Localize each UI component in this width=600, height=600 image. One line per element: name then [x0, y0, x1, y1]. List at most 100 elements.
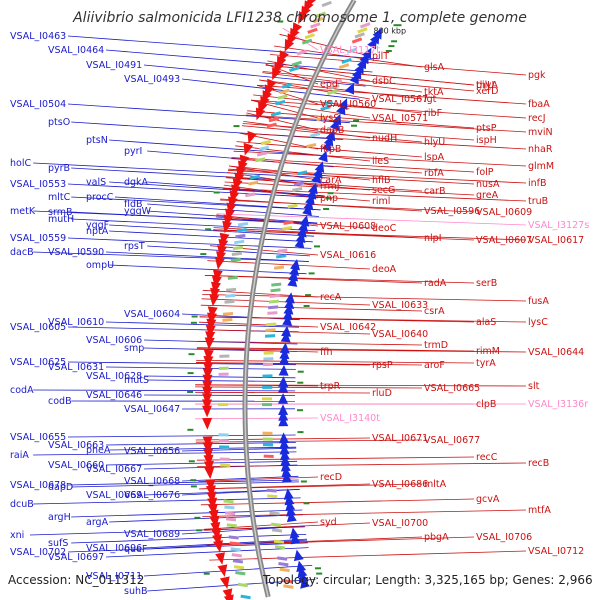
- forward-gene-arrow: [362, 47, 372, 60]
- right-gene-label: ispH: [476, 135, 497, 146]
- left-gene-label: VSAL_I0631: [48, 362, 104, 373]
- feature-block: [277, 94, 288, 100]
- feature-block: [283, 584, 294, 589]
- reverse-gene-arrow: [202, 436, 213, 449]
- right-gene-label: recJ: [528, 113, 546, 124]
- right-gene-label: lysC: [528, 317, 548, 328]
- left-gene-label: procC: [86, 192, 114, 203]
- left-connector: [67, 361, 297, 366]
- forward-gene-arrow: [331, 113, 342, 126]
- gc-tick: [190, 321, 197, 324]
- right-connector: [198, 476, 319, 482]
- forward-gene-arrow: [279, 348, 290, 360]
- right-gene-label: VSAL_I0665: [424, 383, 480, 394]
- forward-gene-arrow: [289, 264, 299, 276]
- feature-block: [218, 372, 229, 376]
- feature-block: [233, 565, 245, 570]
- reverse-gene-arrow: [202, 380, 213, 393]
- feature-block: [248, 180, 259, 186]
- feature-block: [291, 60, 303, 67]
- feature-block: [256, 151, 268, 157]
- feature-block: [293, 181, 305, 187]
- feature-block: [292, 186, 303, 192]
- left-gene-label: sufS: [48, 538, 68, 549]
- reverse-gene-arrow: [203, 362, 214, 375]
- forward-gene-arrow: [278, 404, 289, 415]
- reverse-gene-arrow: [202, 405, 212, 418]
- feature-block: [232, 559, 244, 564]
- forward-gene-arrow: [278, 376, 289, 387]
- left-connector: [33, 162, 330, 179]
- map-title: Aliivibrio salmonicida LFI1238 chromosom…: [72, 10, 527, 26]
- left-gene-label: VSAL_I0711: [86, 571, 142, 582]
- left-connector: [67, 542, 308, 553]
- feature-block: [227, 275, 238, 280]
- feature-block: [273, 265, 285, 270]
- right-gene-label: pgk: [528, 70, 546, 81]
- right-gene-label: deoC: [372, 223, 397, 234]
- feature-block: [225, 287, 237, 292]
- feature-block: [226, 523, 237, 528]
- left-gene-label: VSAL_I0463: [10, 31, 66, 42]
- forward-gene-arrow: [325, 129, 336, 142]
- feature-block: [277, 556, 288, 561]
- right-connector: [227, 169, 475, 185]
- right-gene-label: trpR: [320, 381, 341, 392]
- forward-gene-arrow: [367, 37, 377, 50]
- right-gene-label: infB: [528, 178, 547, 189]
- left-connector: [181, 475, 299, 482]
- feature-block: [273, 539, 285, 544]
- left-gene-label: VSAL_I0604: [124, 309, 180, 320]
- forward-gene-arrow: [356, 57, 367, 70]
- feature-block: [225, 517, 237, 522]
- reverse-gene-arrow: [205, 485, 216, 498]
- right-gene-label: lgt: [424, 94, 437, 105]
- right-gene-label: mviN: [528, 127, 553, 138]
- right-connector: [196, 360, 475, 364]
- left-gene-label: ptsN: [86, 135, 108, 146]
- left-connector: [143, 64, 366, 87]
- feature-block: [338, 63, 350, 70]
- right-gene-label: dapB: [320, 125, 344, 136]
- right-gene-label: alaS: [476, 317, 496, 328]
- right-gene-label: pbgA: [424, 532, 449, 543]
- right-connector: [196, 347, 475, 352]
- left-gene-label: VSAL_I0464: [48, 45, 104, 56]
- feature-block: [219, 457, 230, 461]
- gene-labels: VSAL_I0463 VSAL_I0464 VSAL_I0491 VSAL_I0493…: [10, 31, 589, 597]
- left-connector: [33, 451, 297, 456]
- gc-tick: [327, 192, 334, 195]
- left-connector: [105, 49, 373, 73]
- left-connector: [114, 196, 321, 211]
- right-gene-label: glsA: [424, 62, 445, 73]
- left-gene-label: xni: [10, 530, 24, 541]
- right-gene-label: VSAL_I3140t: [320, 413, 380, 424]
- left-connector: [143, 565, 313, 577]
- left-gene-label: srmB: [48, 207, 72, 218]
- right-connector: [195, 439, 423, 443]
- right-gene-label: syd: [320, 517, 337, 528]
- left-gene-label: mltC: [48, 192, 71, 203]
- right-connector: [199, 483, 423, 490]
- gc-tick: [323, 208, 330, 210]
- forward-gene-arrow: [321, 140, 332, 152]
- forward-gene-arrow: [349, 72, 359, 85]
- left-connector: [109, 264, 307, 275]
- right-gene-label: nusA: [476, 179, 500, 190]
- left-gene-label: mutH: [48, 214, 74, 225]
- feature-block: [237, 221, 249, 227]
- right-connector: [195, 391, 371, 394]
- feature-block: [357, 27, 368, 34]
- left-connector: [109, 446, 297, 451]
- left-connector: [71, 481, 299, 488]
- left-gene-label: VSAL_I0610: [48, 317, 104, 328]
- right-gene-label: fkpB: [320, 144, 341, 155]
- right-gene-label: rpsP: [372, 360, 393, 371]
- right-gene-label: rrmJ: [320, 181, 340, 192]
- forward-gene-arrow: [281, 325, 292, 337]
- feature-block: [263, 357, 274, 361]
- forward-gene-arrow: [287, 275, 298, 287]
- gc-tick: [303, 502, 310, 505]
- reverse-gene-arrow: [217, 564, 228, 577]
- right-gene-label: fbaA: [528, 99, 550, 110]
